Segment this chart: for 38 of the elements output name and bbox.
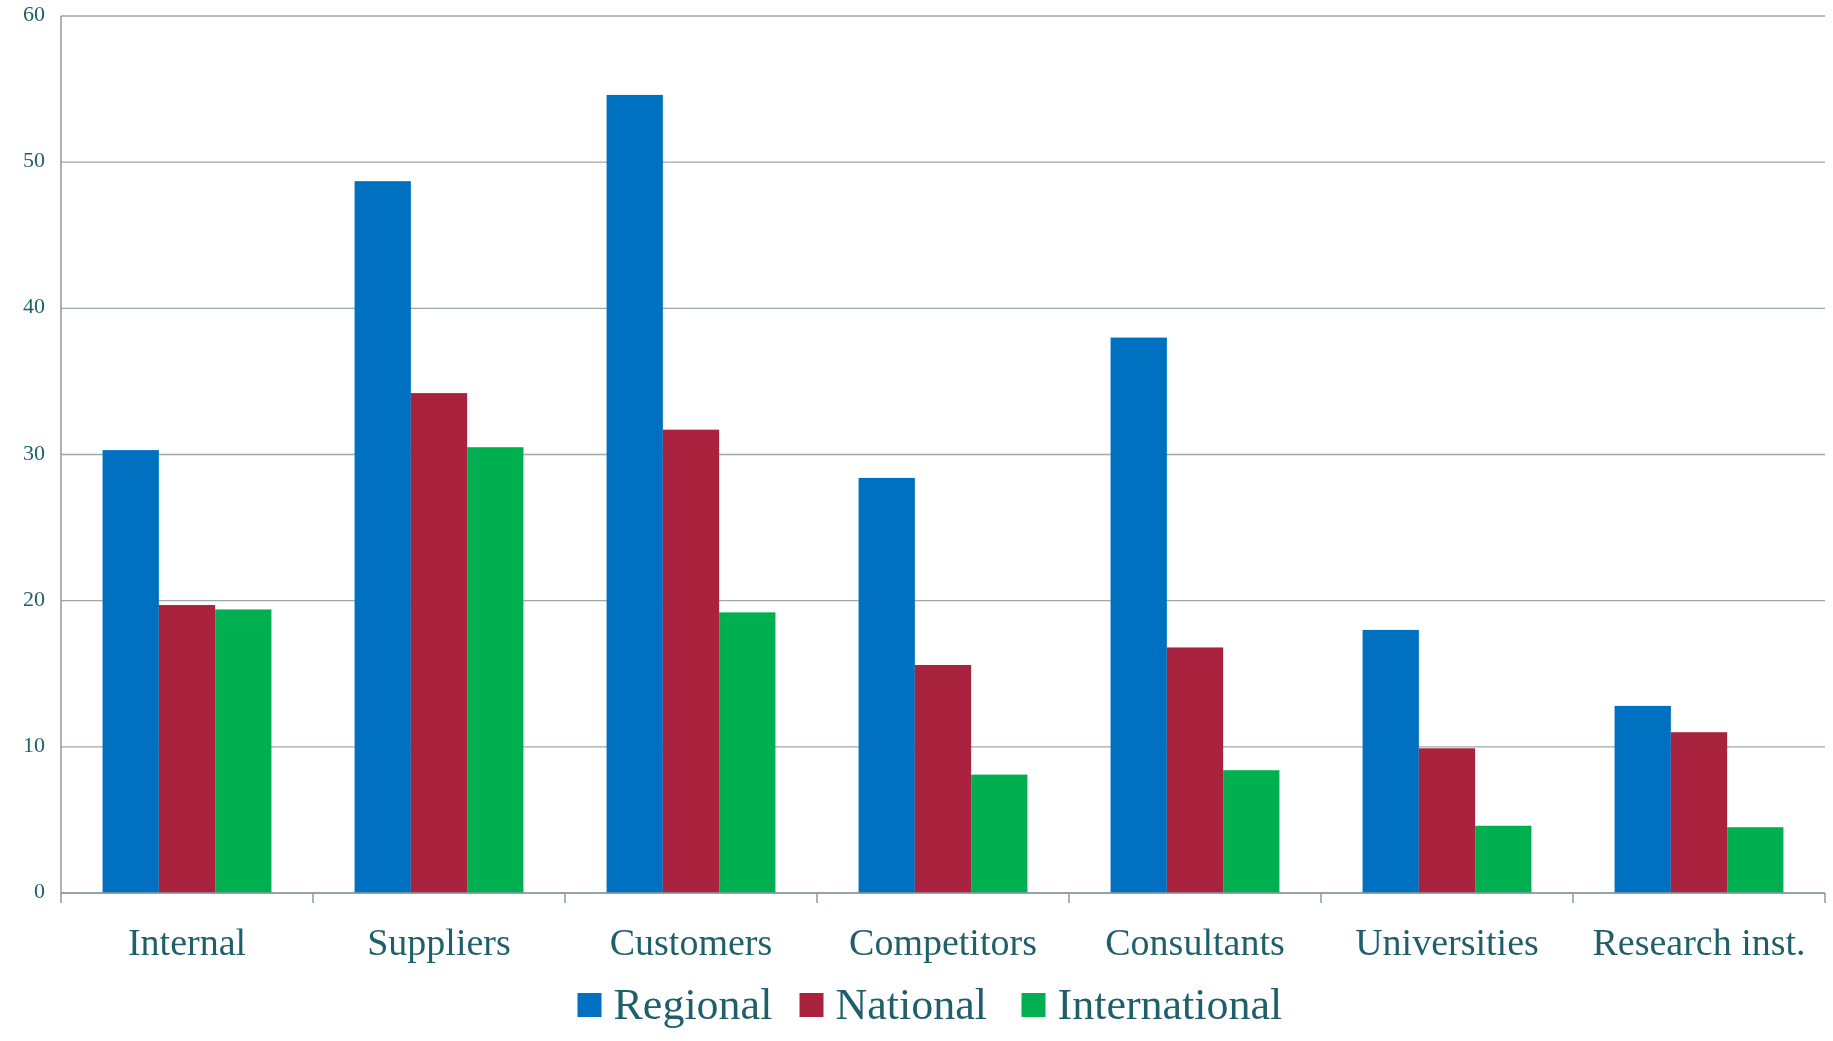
bar bbox=[858, 477, 915, 893]
x-tick-label: Suppliers bbox=[367, 921, 511, 963]
bar bbox=[1727, 827, 1784, 893]
legend-label: National bbox=[835, 980, 988, 1029]
y-tick-label: 50 bbox=[23, 147, 45, 173]
legend-label: International bbox=[1057, 980, 1283, 1029]
bar bbox=[1166, 647, 1224, 893]
legend-label: Regional bbox=[613, 980, 773, 1029]
bar bbox=[606, 94, 663, 893]
y-tick-label: 20 bbox=[23, 585, 45, 611]
bar bbox=[1418, 748, 1476, 893]
y-tick-label: 0 bbox=[34, 878, 45, 904]
bar bbox=[914, 664, 972, 893]
x-tick-label: Internal bbox=[127, 921, 247, 963]
bar bbox=[467, 447, 524, 893]
x-tick-label: Universities bbox=[1355, 921, 1539, 963]
bar bbox=[719, 612, 776, 893]
x-tick-label: Competitors bbox=[849, 921, 1037, 963]
bar bbox=[158, 605, 216, 893]
bar bbox=[1670, 732, 1728, 893]
bar bbox=[410, 393, 468, 893]
bar bbox=[1362, 629, 1419, 893]
x-tick-label: Research inst. bbox=[1592, 921, 1806, 963]
y-tick-label: 10 bbox=[23, 731, 45, 757]
y-tick-label: 30 bbox=[23, 439, 45, 465]
y-tick-label: 60 bbox=[23, 1, 45, 27]
bar bbox=[215, 609, 272, 893]
y-tick-label: 40 bbox=[23, 293, 45, 319]
bar bbox=[1475, 825, 1532, 893]
bar bbox=[662, 429, 720, 893]
bar bbox=[1223, 770, 1280, 893]
bar bbox=[1614, 705, 1671, 893]
x-tick-label: Consultants bbox=[1105, 921, 1285, 963]
bar bbox=[971, 774, 1028, 893]
bar bbox=[1110, 337, 1167, 893]
x-tick-label: Customers bbox=[609, 921, 773, 963]
bar bbox=[354, 181, 411, 893]
bar bbox=[102, 450, 159, 893]
